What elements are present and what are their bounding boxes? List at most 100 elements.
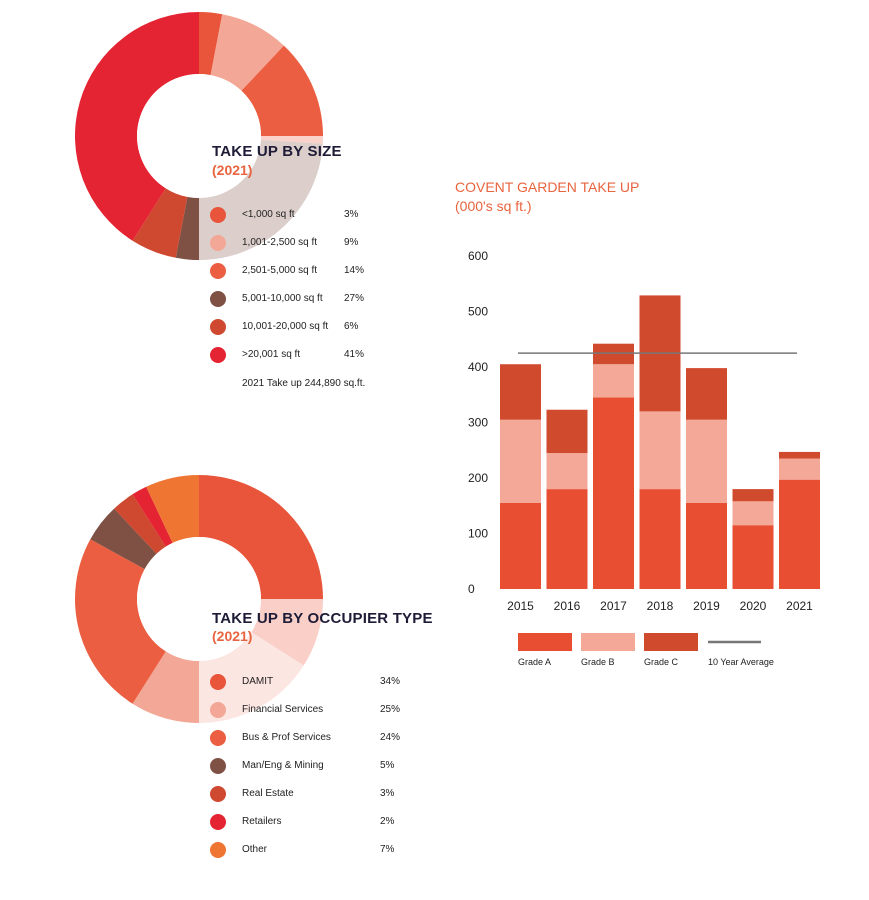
x-tick-label: 2019 xyxy=(693,599,720,613)
occupier-legend: DAMIT 34% Financial Services 25% Bus & Prof … xyxy=(210,674,430,870)
y-tick-label: 200 xyxy=(468,471,488,485)
bar-2018-grade-a xyxy=(639,489,681,589)
bar-2015-grade-c xyxy=(500,364,541,420)
occupier-legend-percent: 7% xyxy=(380,844,395,855)
occupier-chart-year: (2021) xyxy=(212,628,253,644)
size-legend-swatch xyxy=(210,291,226,307)
occupier-legend-percent: 25% xyxy=(380,704,401,715)
bar-2021-grade-b xyxy=(779,458,820,480)
bar-legend-swatch-grade-a xyxy=(518,633,572,651)
bar-legend-swatch-grade-b xyxy=(581,633,635,651)
occupier-legend-swatch xyxy=(210,702,226,718)
occupier-slice-4 xyxy=(114,494,166,554)
occupier-legend-percent: 2% xyxy=(380,816,395,827)
size-legend-label: 2,501-5,000 sq ft xyxy=(242,265,318,276)
size-legend-percent: 9% xyxy=(344,237,359,248)
bar-2017-grade-c xyxy=(593,343,634,365)
bar-legend-label: Grade A xyxy=(518,657,551,667)
bar-chart-title-line2: (000's sq ft.) xyxy=(455,198,532,214)
size-legend-label: <1,000 sq ft xyxy=(242,209,295,220)
occupier-chart-title: TAKE UP BY OCCUPIER TYPE xyxy=(212,610,433,627)
size-slice-2 xyxy=(241,45,323,144)
occupier-legend-item: Other 7% xyxy=(210,842,430,870)
size-chart-year: (2021) xyxy=(212,162,253,178)
occupier-legend-swatch xyxy=(210,730,226,746)
size-chart-title: TAKE UP BY SIZE xyxy=(212,143,342,160)
bar-2019-grade-a xyxy=(686,502,727,589)
size-legend-percent: 27% xyxy=(344,293,365,304)
x-tick-label: 2017 xyxy=(600,599,627,613)
occupier-legend-swatch xyxy=(210,674,226,690)
occupier-slice-2 xyxy=(75,539,166,704)
y-tick-label: 400 xyxy=(468,360,488,374)
bar-2015-grade-b xyxy=(500,419,541,503)
occupier-legend-label: Bus & Prof Services xyxy=(242,732,331,743)
bar-2020-grade-c xyxy=(732,489,774,502)
size-total-note: 2021 Take up 244,890 sq.ft. xyxy=(242,378,366,389)
bar-2019-grade-b xyxy=(686,419,727,503)
size-donut xyxy=(75,12,328,265)
size-legend-item: 5,001-10,000 sq ft 27% xyxy=(210,291,410,319)
size-legend-swatch xyxy=(210,347,226,363)
bar-legend-label: Grade B xyxy=(581,657,615,667)
size-legend-swatch xyxy=(210,263,226,279)
bar-2016-grade-a xyxy=(546,489,588,589)
bar-chart-title-line1: COVENT GARDEN TAKE UP xyxy=(455,179,640,195)
size-legend-label: 1,001-2,500 sq ft xyxy=(242,237,318,248)
size-legend-swatch xyxy=(210,207,226,223)
y-tick-label: 600 xyxy=(468,249,488,263)
size-slice-5 xyxy=(75,12,199,241)
occupier-legend-percent: 5% xyxy=(380,760,395,771)
bar-legend-label: Grade C xyxy=(644,657,679,667)
size-legend-swatch xyxy=(210,235,226,251)
y-tick-label: 0 xyxy=(468,582,475,596)
occupier-legend-label: Retailers xyxy=(242,816,282,827)
occupier-legend-swatch xyxy=(210,814,226,830)
size-legend-item: 1,001-2,500 sq ft 9% xyxy=(210,235,410,263)
size-legend-label: 10,001-20,000 sq ft xyxy=(242,321,329,332)
occupier-legend-percent: 3% xyxy=(380,788,395,799)
occupier-slice-3 xyxy=(90,508,157,570)
occupier-legend-item: Man/Eng & Mining 5% xyxy=(210,758,430,786)
y-tick-label: 300 xyxy=(468,416,488,430)
occupier-legend-item: DAMIT 34% xyxy=(210,674,430,702)
bar-chart-title: COVENT GARDEN TAKE UP (000's sq ft.) xyxy=(455,178,639,216)
size-legend-percent: 6% xyxy=(344,321,359,332)
bar-2020-grade-b xyxy=(732,501,774,526)
bar-2017-grade-a xyxy=(593,397,634,589)
occupier-slice-5 xyxy=(132,486,173,547)
bar-chart: 0 100 200 300 400 500 600 2015 2016 2017 2018 2019 2… xyxy=(468,249,820,667)
occupier-slice-6 xyxy=(146,475,199,543)
x-tick-label: 2021 xyxy=(786,599,813,613)
occupier-legend-label: Financial Services xyxy=(242,704,324,715)
size-legend-item: <1,000 sq ft 3% xyxy=(210,207,410,235)
bar-2016-grade-b xyxy=(546,453,588,490)
size-legend-percent: 41% xyxy=(344,349,365,360)
occupier-legend-item: Bus & Prof Services 24% xyxy=(210,730,430,758)
bar-legend-swatch-grade-c xyxy=(644,633,698,651)
x-tick-label: 2015 xyxy=(507,599,534,613)
size-slice-0 xyxy=(199,12,223,76)
occupier-legend-label: Man/Eng & Mining xyxy=(242,760,324,771)
size-slice-4 xyxy=(132,188,188,258)
size-legend-item: 10,001-20,000 sq ft 6% xyxy=(210,319,410,347)
size-legend-percent: 14% xyxy=(344,265,365,276)
occupier-legend-item: Financial Services 25% xyxy=(210,702,430,730)
occupier-legend-label: Real Estate xyxy=(242,788,294,799)
bar-2020-grade-a xyxy=(732,525,774,589)
size-legend-percent: 3% xyxy=(344,209,359,220)
size-hole xyxy=(137,74,261,198)
bar-2015-grade-a xyxy=(500,502,541,589)
bar-2021-grade-c xyxy=(779,451,820,459)
size-slice-1 xyxy=(210,14,284,91)
size-legend-swatch xyxy=(210,319,226,335)
occupier-legend-percent: 34% xyxy=(380,676,401,687)
occupier-hole xyxy=(137,537,261,661)
size-legend-item: >20,001 sq ft 41% xyxy=(210,347,410,375)
size-legend: <1,000 sq ft 3% 1,001-2,500 sq ft 9% 2,501-5… xyxy=(210,207,410,375)
bar-2016-grade-c xyxy=(546,409,588,454)
occupier-legend-swatch xyxy=(210,786,226,802)
x-tick-label: 2018 xyxy=(647,599,674,613)
occupier-legend-label: DAMIT xyxy=(242,676,274,687)
bar-legend-label: 10 Year Average xyxy=(708,657,774,667)
